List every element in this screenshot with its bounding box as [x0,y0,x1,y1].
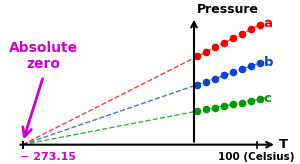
Text: T: T [279,138,288,151]
Text: c: c [264,92,272,105]
Text: b: b [264,56,273,69]
Text: − 273.15: − 273.15 [20,152,76,162]
Text: a: a [264,17,273,30]
Text: 100 (Celsius): 100 (Celsius) [218,152,295,162]
Text: Absolute
zero: Absolute zero [9,41,78,71]
Text: Pressure: Pressure [196,3,259,16]
